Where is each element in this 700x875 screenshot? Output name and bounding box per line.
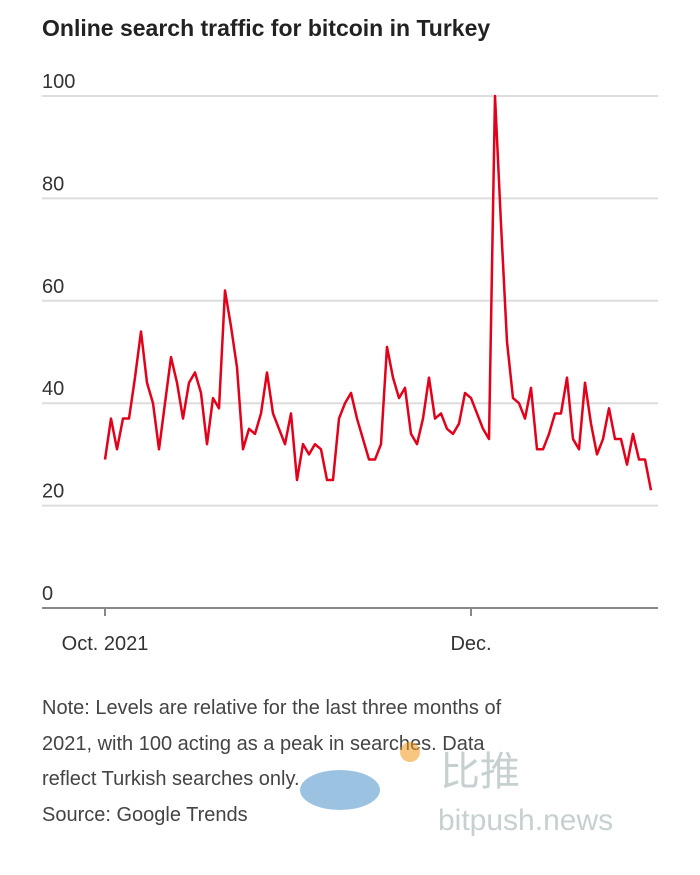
note-line: reflect Turkish searches only.	[42, 768, 300, 790]
note-line: Note: Levels are relative for the last t…	[42, 697, 502, 719]
plot	[103, 94, 653, 491]
watermark-coin	[400, 742, 420, 762]
y-tick-label: 40	[42, 378, 64, 400]
y-tick-label: 80	[42, 173, 64, 195]
watermark-text: 比推	[440, 750, 520, 794]
y-tick-label: 60	[42, 276, 64, 298]
watermark-text: bitpush.news	[438, 804, 613, 837]
line	[103, 94, 653, 491]
x-tick-label: Oct. 2021	[62, 633, 149, 655]
watermark-logo	[300, 770, 380, 810]
y-tick-label: 100	[42, 71, 75, 93]
y-tick-label: 0	[42, 583, 53, 605]
source: Source: Google Trends	[42, 804, 248, 826]
x-tick-label: Dec.	[450, 633, 491, 655]
grid: 0 20 40 60 80 100 Oct. 2021 Dec.	[42, 71, 658, 655]
watermark: 比推 bitpush.news	[300, 742, 613, 837]
note-line: 2021, with 100 acting as a peak in searc…	[42, 733, 485, 755]
chart-title: Online search traffic for bitcoin in Tur…	[42, 15, 490, 41]
y-tick-label: 20	[42, 481, 64, 503]
